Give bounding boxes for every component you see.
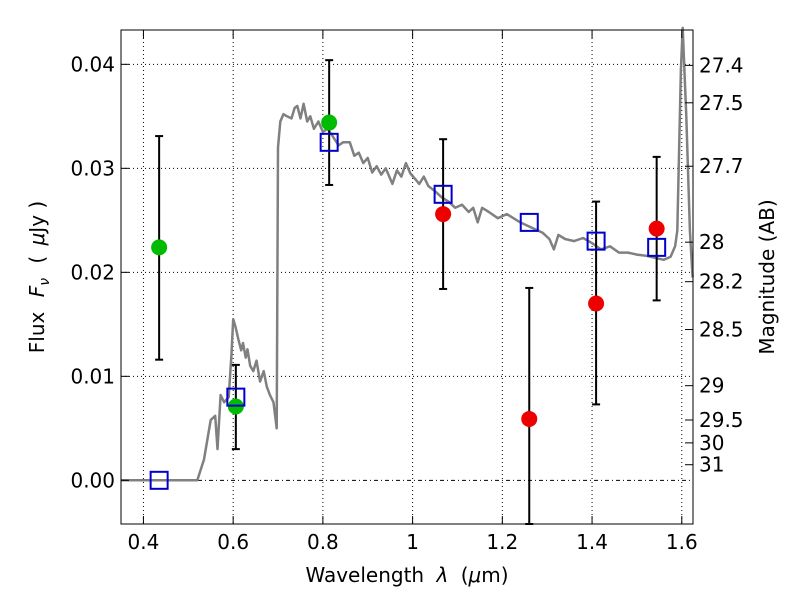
y-axis-label-symbol: F — [25, 285, 49, 297]
right-tick-label: 29 — [699, 374, 724, 398]
x-axis-label-symbol: λ — [435, 563, 448, 587]
y-tick-label: 0.00 — [70, 468, 115, 492]
red-circle-point — [521, 410, 538, 427]
x-tick-label: 1.6 — [666, 530, 698, 554]
green-circle-point — [151, 239, 168, 256]
y-tick-label: 0.03 — [70, 156, 115, 180]
x-tick-label: 1.2 — [486, 530, 518, 554]
right-tick-label: 30 — [699, 431, 724, 455]
x-tick-label: 1 — [406, 530, 419, 554]
y-axis-label: Flux Fν ( μJy ) — [25, 201, 54, 353]
y-axis-label-unit-rest: Jy ) — [25, 201, 49, 235]
right-tick-label: 29.5 — [699, 408, 744, 432]
grid — [121, 30, 693, 524]
y-tick-label: 0.04 — [70, 52, 115, 76]
right-tick-label: 28.2 — [699, 270, 744, 294]
blue-square-point — [647, 237, 667, 257]
blue-square-point — [226, 387, 246, 407]
ticks: 0.4 0.6 0.8 1 1.2 1.4 1.6 0.00 0.01 0.02 0.03 0.04 2… — [70, 30, 744, 554]
data-markers — [149, 114, 667, 490]
red-circle-point — [435, 206, 452, 223]
red-circle-point — [588, 295, 605, 312]
plot-frame — [120, 29, 694, 525]
right-tick-label: 27.4 — [699, 53, 744, 77]
blue-square-point — [319, 132, 339, 152]
right-tick-label: 28 — [699, 230, 724, 254]
blue-square-point — [586, 231, 606, 251]
red-circle-point — [648, 220, 665, 237]
y-axis-right-label: Magnitude (AB) — [755, 199, 779, 354]
x-tick-label: 1.4 — [576, 530, 608, 554]
right-tick-label: 31 — [699, 453, 724, 477]
x-tick-label: 0.6 — [217, 530, 249, 554]
x-tick-label: 0.4 — [128, 530, 160, 554]
blue-square-point — [149, 470, 169, 490]
right-tick-label: 28.5 — [699, 318, 744, 342]
x-axis-label-unit-mu: μ — [468, 563, 482, 587]
x-axis-label: Wavelength λ (μm) — [305, 563, 508, 587]
y-axis-label-subscript: ν — [37, 278, 53, 286]
y-axis-label-text: Flux — [25, 311, 49, 353]
y-axis-label-unit-mu: μ — [25, 233, 49, 247]
x-axis-label-unit-open: ( — [461, 563, 469, 587]
x-axis-label-text: Wavelength — [305, 563, 424, 587]
y-tick-label: 0.02 — [70, 260, 115, 284]
green-circle-point — [321, 114, 338, 131]
blue-square-point — [519, 212, 539, 232]
x-axis-label-unit-rest: m) — [481, 563, 508, 587]
blue-square-point — [433, 184, 453, 204]
y-axis-label-unit-open: ( — [25, 256, 49, 264]
right-tick-label: 27.7 — [699, 154, 744, 178]
y-tick-label: 0.01 — [70, 364, 115, 388]
x-tick-label: 0.8 — [307, 530, 339, 554]
right-tick-label: 27.5 — [699, 91, 744, 115]
